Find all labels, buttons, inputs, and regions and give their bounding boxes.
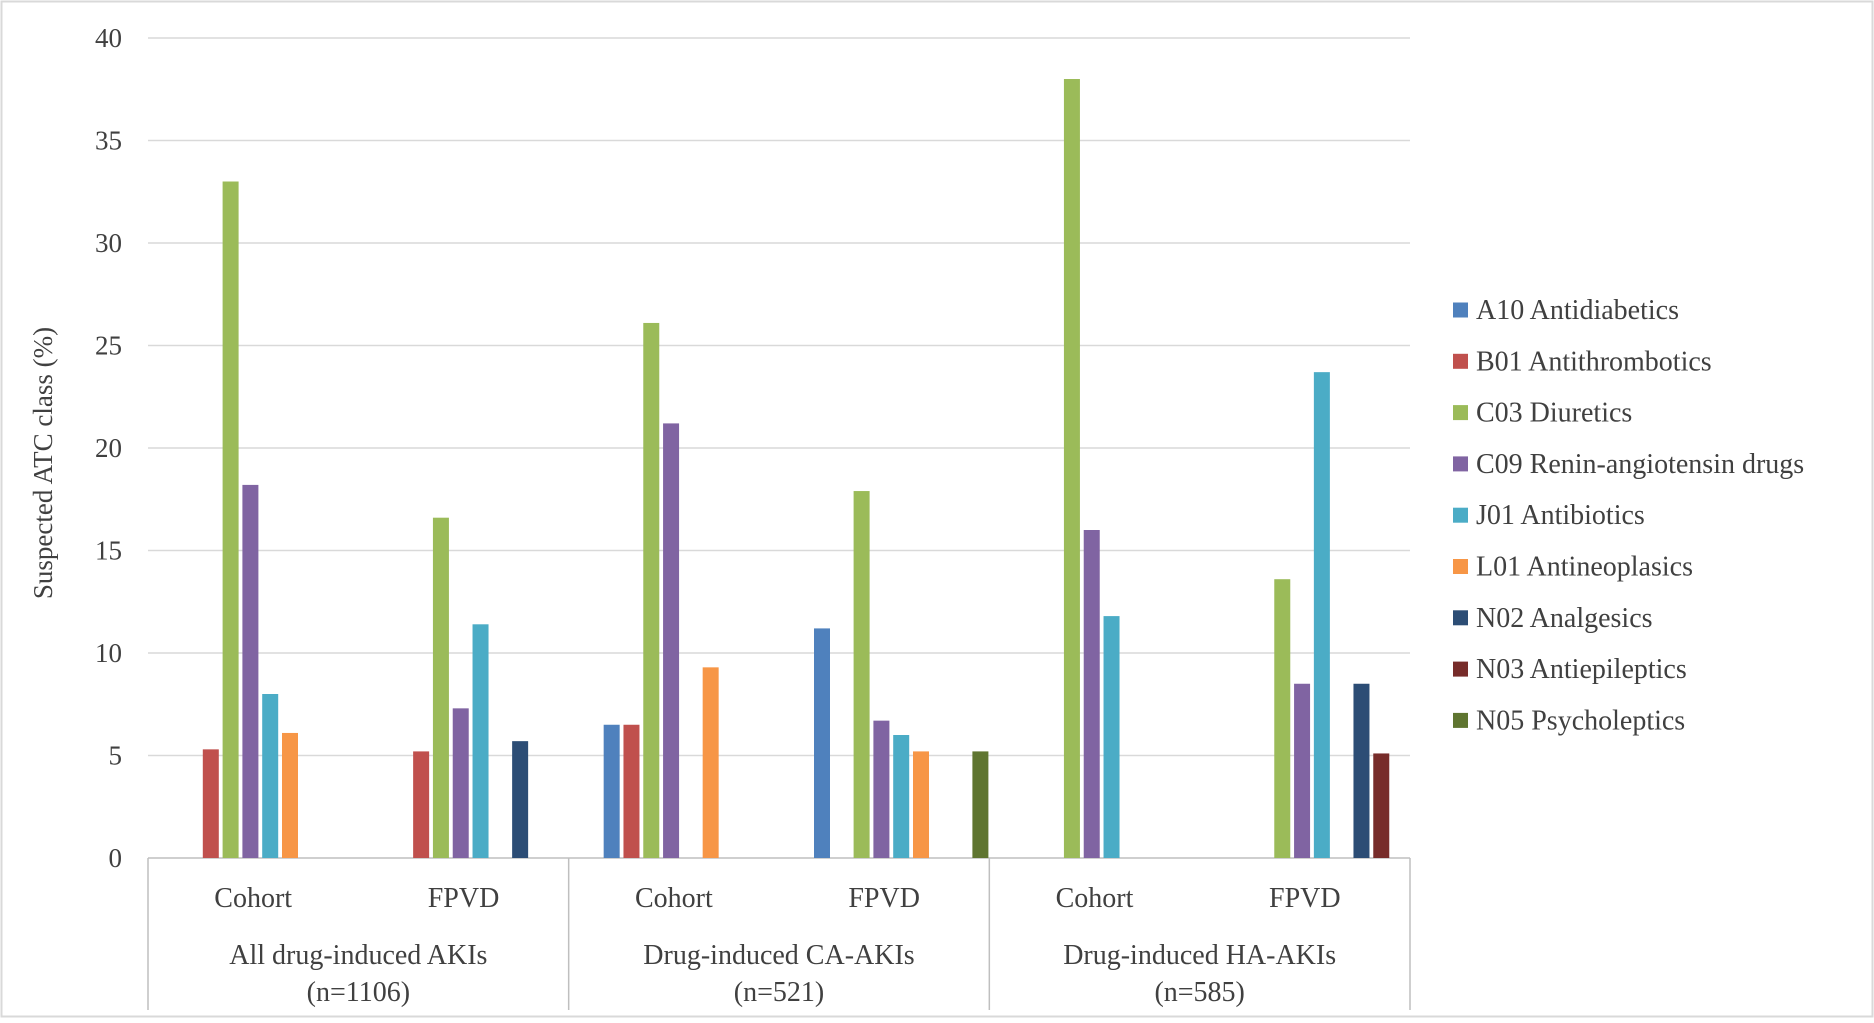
gridlines [148, 37, 1410, 757]
group-label-line2: (n=585) [1154, 977, 1244, 1008]
legend-label: A10 Antidiabetics [1476, 295, 1679, 326]
y-tick-label: 20 [95, 433, 122, 463]
legend-swatch-5 [1453, 559, 1468, 574]
legend-swatch-1 [1453, 353, 1468, 369]
bar-1-1 [413, 751, 430, 858]
group-label-line2: (n=1106) [307, 977, 410, 1008]
bar-3-5 [1294, 683, 1311, 858]
legend-label: L01 Antineoplasics [1476, 552, 1693, 583]
category-label: FPVD [848, 883, 920, 914]
bar-5-3 [913, 751, 929, 858]
axis-labels: 0 5 10 15 20 25 30 35 40 Cohort FPVD Cohort FPVD Coho… [28, 23, 1341, 1008]
y-tick-label: 10 [95, 638, 122, 668]
legend-label: N03 Antiepileptics [1476, 654, 1687, 685]
legend-swatch-2 [1453, 405, 1468, 421]
y-tick-label: 25 [95, 331, 122, 361]
bar-4-5 [1313, 372, 1330, 858]
category-label: Cohort [1056, 883, 1134, 914]
bar-0-3 [814, 628, 830, 858]
y-tick-label: 5 [109, 741, 123, 771]
bar-1-2 [623, 724, 640, 858]
legend-swatch-7 [1453, 661, 1468, 677]
legend-label: C09 Renin-angiotensin drugs [1476, 449, 1804, 480]
bar-1-0 [202, 749, 219, 858]
legend-label: C03 Diuretics [1476, 398, 1632, 429]
category-label: FPVD [428, 883, 500, 914]
bar-7-5 [1373, 753, 1390, 858]
legend-label: B01 Antithrombotics [1476, 346, 1712, 377]
bar-4-3 [893, 735, 910, 858]
category-label: Cohort [214, 883, 292, 914]
bar-2-1 [432, 517, 449, 858]
group-label-line1: Drug-induced HA-AKIs [1063, 940, 1336, 971]
y-tick-label: 30 [95, 228, 122, 258]
group-label-line1: All drug-induced AKIs [229, 940, 487, 971]
bar-3-1 [452, 708, 469, 858]
legend-swatch-0 [1453, 302, 1468, 318]
group-label-line2: (n=521) [734, 977, 824, 1008]
legend-label: N02 Analgesics [1476, 603, 1653, 634]
bar-4-0 [262, 694, 279, 858]
category-label: Cohort [635, 883, 713, 914]
y-tick-label: 15 [95, 536, 122, 566]
legend-swatch-6 [1453, 610, 1468, 626]
y-tick-label: 40 [95, 23, 122, 53]
category-label: FPVD [1269, 883, 1341, 914]
legend: A10 Antidiabetics B01 Antithrombotics C03 … [1453, 295, 1804, 736]
bar-6-1 [512, 741, 529, 858]
bar-0-2 [603, 724, 620, 858]
legend-swatch-8 [1453, 712, 1468, 728]
bar-2-0 [222, 181, 239, 858]
bar-5-0 [282, 732, 298, 858]
bar-3-4 [1083, 530, 1100, 858]
y-axis-label: Suspected ATC class (%) [28, 327, 58, 599]
y-tick-label: 0 [109, 843, 123, 873]
bar-8-3 [972, 751, 989, 858]
bar-6-5 [1353, 683, 1370, 858]
axes [147, 857, 1411, 1010]
bar-2-3 [853, 491, 870, 858]
bar-3-3 [873, 720, 890, 858]
group-label-line1: Drug-induced CA-AKIs [643, 940, 914, 971]
legend-swatch-4 [1453, 507, 1468, 523]
bar-2-4 [1063, 79, 1080, 858]
bar-5-2 [702, 667, 719, 858]
y-tick-label: 35 [95, 126, 122, 156]
legend-label: N05 Psycholeptics [1476, 705, 1685, 736]
bar-3-0 [242, 484, 259, 858]
bar-4-4 [1103, 616, 1120, 858]
legend-label: J01 Antibiotics [1476, 500, 1645, 531]
bars [202, 79, 1390, 858]
bar-3-2 [663, 423, 680, 858]
bar-2-2 [643, 322, 660, 858]
legend-swatch-3 [1453, 456, 1468, 472]
bar-4-1 [472, 624, 489, 858]
bar-2-5 [1274, 579, 1291, 858]
